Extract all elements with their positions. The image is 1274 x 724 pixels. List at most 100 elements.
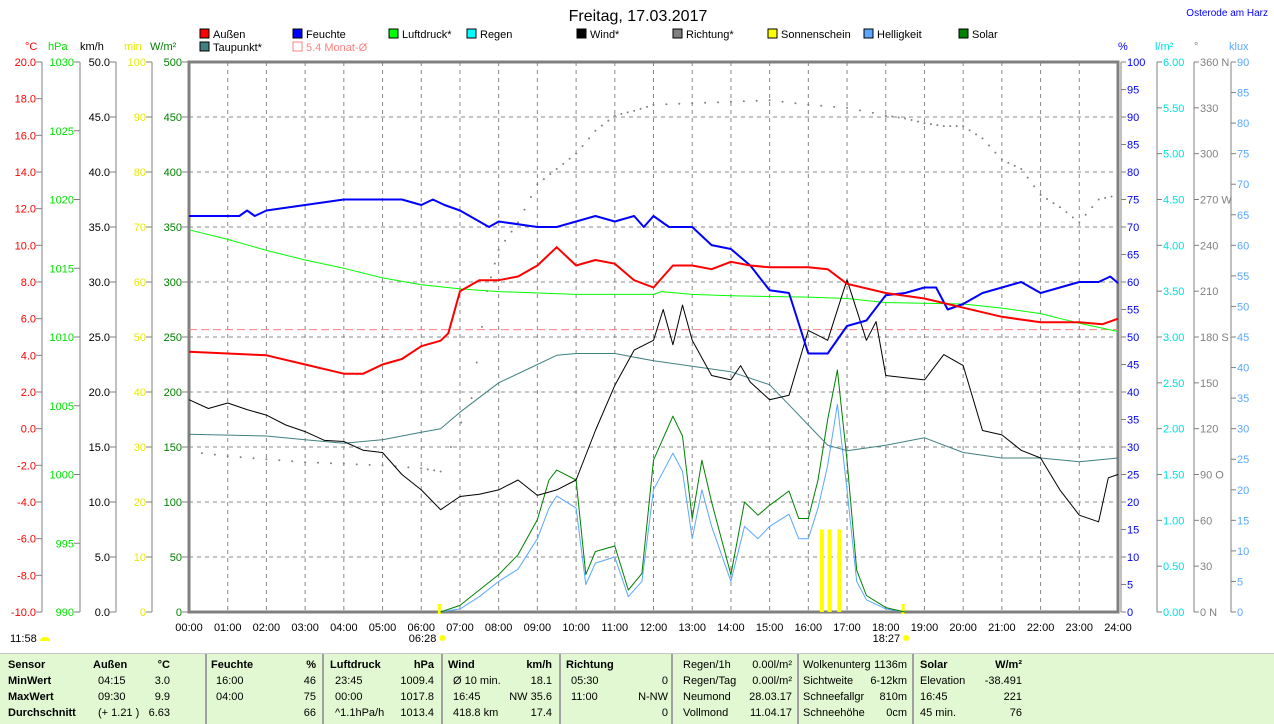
series-sonnenschein-bar [837, 529, 842, 612]
axis-tick-label: 500 [164, 57, 182, 69]
direction-point [897, 116, 900, 119]
regen-value: 0.00l/m² [752, 659, 792, 671]
x-tick-label: 11:00 [601, 622, 628, 634]
axis-tick-label: 60 [134, 277, 146, 289]
axis-tick-label: 30.0 [89, 277, 110, 289]
direction-point [523, 208, 526, 211]
direction-point [987, 144, 990, 147]
direction-point [460, 421, 463, 424]
axis-tick-label: 400 [164, 167, 182, 179]
legend-swatch [388, 28, 399, 39]
direction-point [433, 469, 436, 472]
axis-tick-label: 0 [176, 607, 182, 619]
axis-tick-label: 30 [1127, 442, 1139, 454]
axis-unit-label: hPa [48, 41, 68, 53]
axis-tick-label: 5.50 [1163, 103, 1184, 115]
direction-point [439, 470, 442, 473]
direction-point [820, 104, 823, 107]
table-separator [559, 654, 561, 724]
legend-swatch [292, 28, 303, 39]
aussen-value: 6.63 [148, 707, 170, 719]
direction-point [639, 107, 642, 110]
direction-point [1071, 216, 1074, 219]
x-tick-label: 18:00 [872, 622, 900, 634]
luftdruck-time: 00:00 [335, 691, 363, 703]
legend-swatch [292, 41, 303, 52]
aussen-unit: °C [157, 659, 170, 671]
direction-point [1091, 206, 1094, 209]
legend-label: Sonnenschein [781, 29, 851, 41]
direction-point [493, 262, 496, 265]
table-separator [441, 654, 443, 724]
legend-label: Luftdruck* [402, 29, 452, 41]
axis-tick-label: 85 [1127, 140, 1139, 152]
x-tick-label: 15:00 [756, 622, 784, 634]
axis-tick-label: 0 [1237, 607, 1243, 619]
axis-tick-label: 1000 [50, 470, 74, 482]
axis-tick-label: 200 [164, 387, 182, 399]
direction-point [936, 124, 939, 127]
direction-point [1058, 206, 1061, 209]
axis-unit-label: ° [1194, 41, 1198, 53]
direction-point [239, 456, 242, 459]
direction-point [794, 102, 797, 105]
x-tick-label: 19:00 [911, 622, 939, 634]
axis-tick-label: 4.00 [1163, 240, 1184, 252]
richtung-time: 11:00 [571, 691, 598, 703]
solar-label: 45 min. [920, 707, 957, 719]
direction-point [781, 100, 784, 103]
axis-tick-label: 14.0 [15, 167, 36, 179]
axis-tick-label: 1020 [50, 195, 74, 207]
legend-swatch [466, 28, 477, 39]
direction-point [962, 125, 965, 128]
x-tick-label: 06:00 [407, 622, 435, 634]
wind-value: 18.1 [530, 675, 552, 687]
axis-tick-label: 45 [1127, 360, 1139, 372]
direction-point [575, 152, 578, 155]
axis-tick-label: 50 [1237, 301, 1249, 313]
legend-label: Wind* [590, 29, 620, 41]
direction-point [768, 99, 771, 102]
direction-point [1065, 211, 1068, 214]
direction-point [355, 463, 358, 466]
axis-tick-label: 150 [1200, 378, 1218, 390]
axis-unit-label: W/m² [150, 41, 177, 53]
axis-tick-label: 0 [1127, 607, 1133, 619]
direction-point [968, 129, 971, 132]
axis-tick-label: 120 [1200, 424, 1218, 436]
axis-unit-label: °C [25, 41, 37, 53]
axis-tick-label: -10.0 [11, 607, 36, 619]
solar-value: 221 [1003, 691, 1022, 703]
direction-point [626, 111, 629, 114]
direction-point [265, 458, 268, 461]
axis-unit-label: % [1118, 41, 1128, 53]
x-tick-label: 04:00 [330, 622, 358, 634]
series-helligkeit-line [440, 403, 906, 613]
legend-label: Außen [213, 29, 245, 41]
axis-tick-label: 20 [1237, 485, 1249, 497]
sunset-time: 18:27 [873, 633, 901, 645]
axis-tick-label: 4.0 [21, 350, 36, 362]
direction-point [678, 102, 681, 105]
axis-tick-label: 50 [134, 332, 146, 344]
axis-tick-label: 50.0 [89, 57, 110, 69]
legend-label: Regen [480, 29, 512, 41]
x-tick-label: 22:00 [1027, 622, 1055, 634]
day-length: 11:58 [10, 633, 37, 645]
wind-value: NW 35.6 [509, 691, 552, 703]
direction-point [517, 221, 520, 224]
direction-point [607, 119, 610, 122]
table-separator [322, 654, 324, 724]
axis-tick-label: 6.00 [1163, 57, 1184, 69]
direction-point [594, 129, 597, 132]
axis-tick-label: 25.0 [89, 332, 110, 344]
axis-tick-label: 0 [140, 607, 146, 619]
direction-point [742, 100, 745, 103]
luftdruck-time: 23:45 [335, 675, 363, 687]
direction-point [200, 452, 203, 455]
direction-point [470, 397, 473, 400]
richtung-value: N-NW [638, 691, 668, 703]
axis-tick-label: 12.0 [15, 204, 36, 216]
plot-border [187, 60, 1120, 614]
axis-tick-label: 60 [1127, 277, 1139, 289]
